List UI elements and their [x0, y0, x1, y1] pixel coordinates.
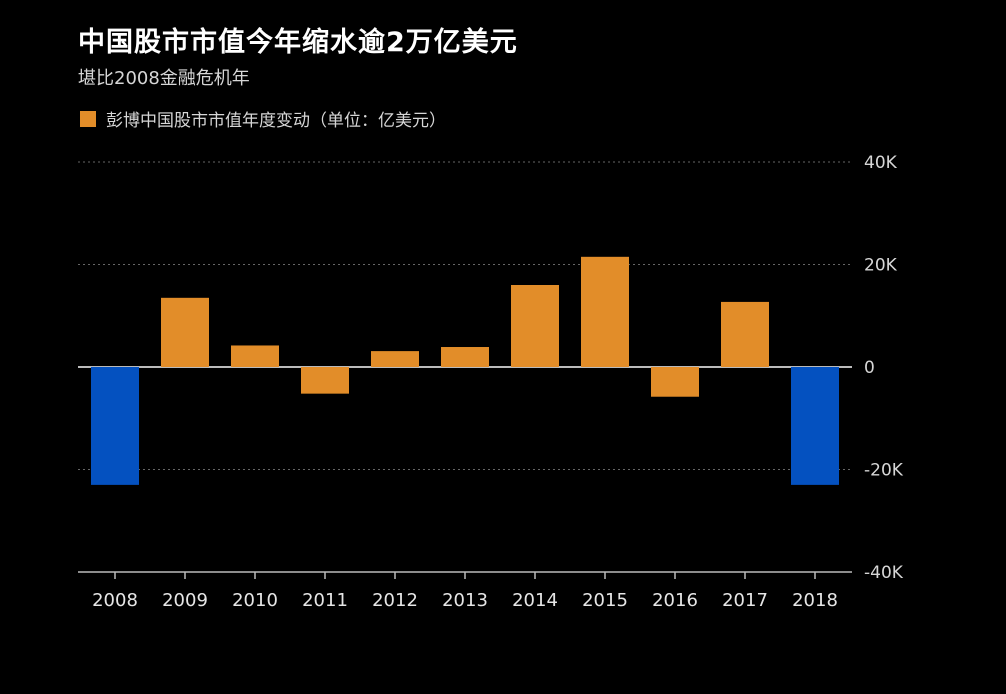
bar-2008 [91, 367, 139, 485]
y-tick-label: -20K [864, 461, 904, 481]
x-tick-label-2015: 2015 [582, 590, 628, 611]
y-tick-label: 40K [864, 153, 898, 173]
bar-2018 [791, 367, 839, 485]
legend-swatch-orange [80, 110, 96, 127]
y-tick-label: 0 [864, 358, 875, 378]
bar-2011 [301, 367, 349, 394]
chart-subtitle: 堪比2008金融危机年 [78, 68, 250, 89]
bar-2012 [371, 351, 419, 367]
bar-2014 [511, 285, 559, 367]
x-tick-label-2012: 2012 [372, 590, 418, 611]
x-tick-label-2016: 2016 [652, 590, 698, 611]
bar-2015 [581, 256, 629, 367]
x-tick-label-2013: 2013 [442, 590, 488, 611]
bar-2009 [161, 297, 209, 367]
legend-label: 彭博中国股市市值年度变动（单位：亿美元） [106, 111, 446, 131]
x-tick-label-2008: 2008 [92, 590, 138, 611]
chart-legend: 彭博中国股市市值年度变动（单位：亿美元） [80, 106, 446, 131]
y-tick-label: 20K [864, 256, 898, 276]
x-tick-label-2014: 2014 [512, 590, 558, 611]
bar-2017 [721, 301, 769, 367]
bar-2016 [651, 367, 699, 397]
x-tick-label-2009: 2009 [162, 590, 208, 611]
x-tick-label-2017: 2017 [722, 590, 768, 611]
x-tick-label-2018: 2018 [792, 590, 838, 611]
x-tick-label-2010: 2010 [232, 590, 278, 611]
bar-2013 [441, 347, 489, 367]
x-tick-label-2011: 2011 [302, 590, 348, 611]
chart-title: 中国股市市值今年缩水逾2万亿美元 [78, 27, 518, 58]
y-tick-label: -40K [864, 563, 904, 583]
bar-2010 [231, 345, 279, 367]
